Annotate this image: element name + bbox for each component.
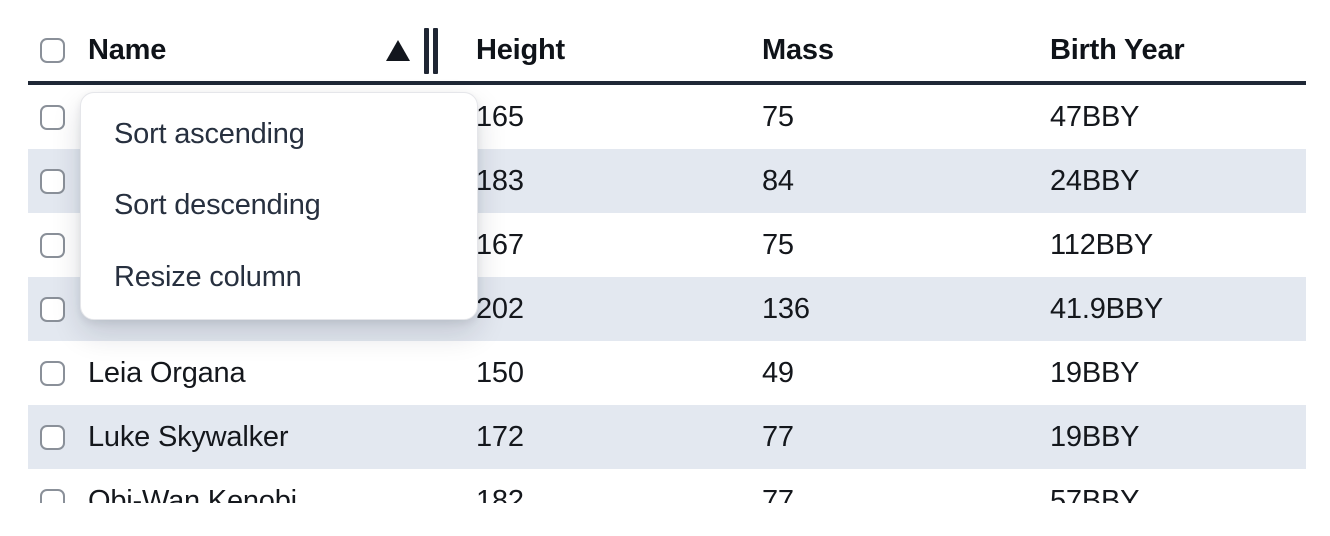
cell-height: 202 xyxy=(476,292,524,325)
menu-item-sort-ascending[interactable]: Sort ascending xyxy=(114,118,305,151)
cell-birth-year: 19BBY xyxy=(1050,420,1140,453)
cell-mass: 84 xyxy=(762,164,794,197)
cell-mass: 75 xyxy=(762,228,794,261)
column-header-name-label: Name xyxy=(88,34,167,66)
cell-birth-year: 24BBY xyxy=(1050,164,1140,197)
row-checkbox[interactable] xyxy=(40,360,65,386)
table-header-row: Name Height Mass Birth Year xyxy=(28,20,1306,85)
cell-name: Obi-Wan Kenobi xyxy=(88,484,297,504)
header-checkbox-cell xyxy=(28,38,76,63)
cell-birth-year: 47BBY xyxy=(1050,100,1140,133)
row-checkbox[interactable] xyxy=(40,488,65,503)
cell-height: 167 xyxy=(476,228,524,261)
menu-item-sort-descending[interactable]: Sort descending xyxy=(114,189,321,222)
column-header-birth-year[interactable]: Birth Year xyxy=(1050,34,1185,66)
table-row: Leia Organa 150 49 19BBY xyxy=(28,341,1306,405)
row-checkbox[interactable] xyxy=(40,104,65,130)
cell-name: Luke Skywalker xyxy=(88,420,289,453)
row-checkbox[interactable] xyxy=(40,168,65,194)
cell-mass: 49 xyxy=(762,356,794,389)
cell-mass: 136 xyxy=(762,292,810,325)
menu-item-resize-column[interactable]: Resize column xyxy=(114,260,302,293)
table-row: Obi-Wan Kenobi 182 77 57BBY xyxy=(28,469,1306,503)
cell-height: 165 xyxy=(476,100,524,133)
table-row: Luke Skywalker 172 77 19BBY xyxy=(28,405,1306,469)
column-header-mass[interactable]: Mass xyxy=(762,34,834,66)
cell-name: Leia Organa xyxy=(88,356,246,389)
cell-birth-year: 112BBY xyxy=(1050,228,1154,261)
cell-height: 182 xyxy=(476,484,524,504)
column-header-name[interactable]: Name xyxy=(76,27,464,74)
row-checkbox[interactable] xyxy=(40,232,65,258)
column-header-height[interactable]: Height xyxy=(476,34,566,66)
cell-mass: 77 xyxy=(762,420,794,453)
column-context-menu: Sort ascending Sort descending Resize co… xyxy=(80,92,478,320)
cell-height: 183 xyxy=(476,164,524,197)
column-resize-handle-icon[interactable] xyxy=(424,27,438,74)
sort-ascending-indicator-icon xyxy=(386,40,410,61)
cell-birth-year: 19BBY xyxy=(1050,356,1140,389)
cell-mass: 77 xyxy=(762,484,794,504)
row-checkbox[interactable] xyxy=(40,424,65,450)
cell-birth-year: 41.9BBY xyxy=(1050,292,1164,325)
cell-birth-year: 57BBY xyxy=(1050,484,1140,504)
cell-height: 150 xyxy=(476,356,524,389)
select-all-checkbox[interactable] xyxy=(40,38,65,63)
cell-height: 172 xyxy=(476,420,524,453)
row-checkbox[interactable] xyxy=(40,296,65,322)
cell-mass: 75 xyxy=(762,100,794,133)
